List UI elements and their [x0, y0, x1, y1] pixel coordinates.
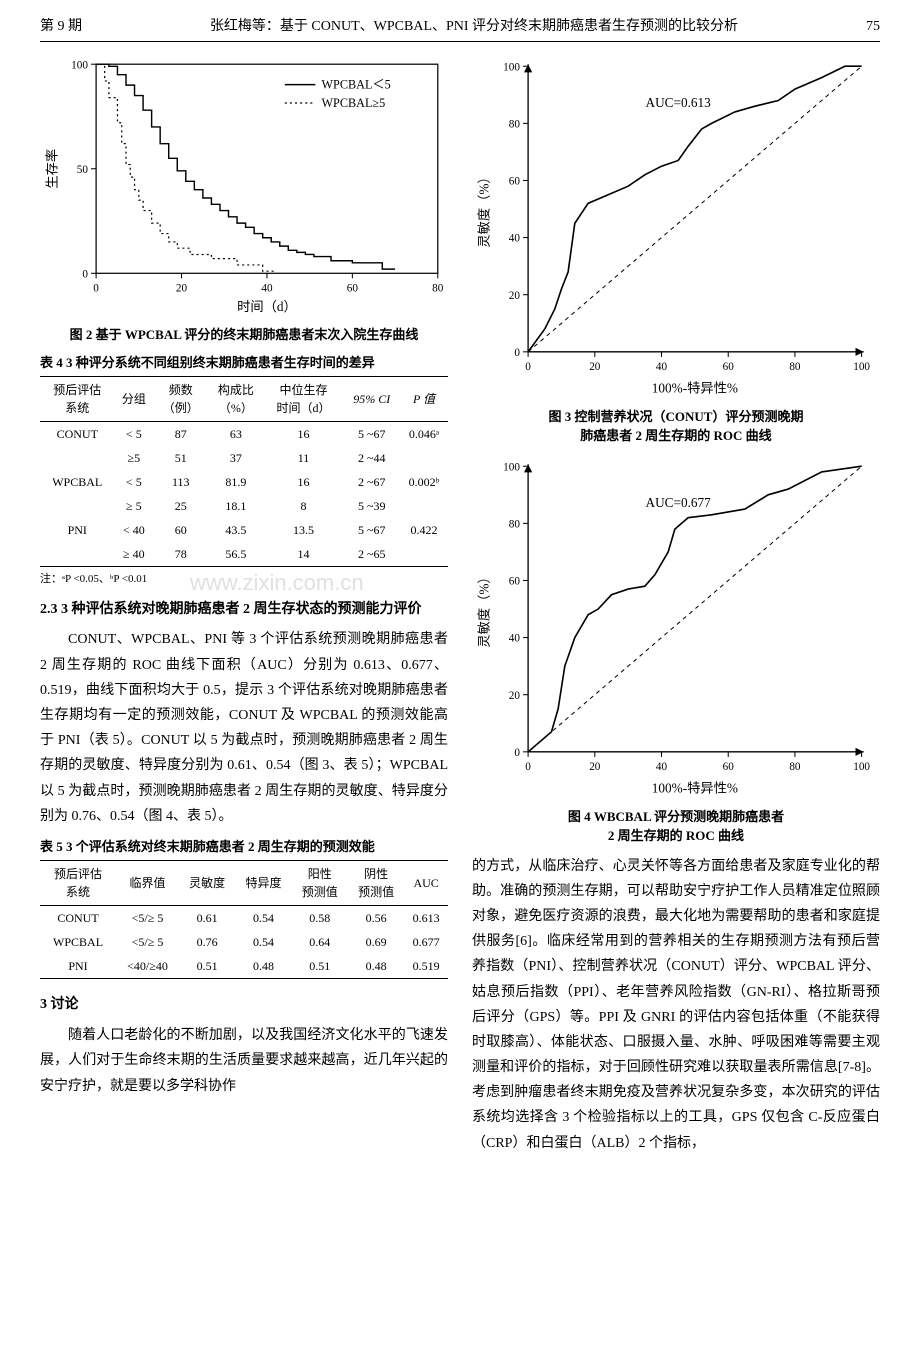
table-row: ≥ 52518.185 ~39	[40, 494, 448, 518]
table-row: PNI< 406043.513.55 ~670.422	[40, 518, 448, 542]
svg-text:60: 60	[347, 283, 359, 295]
table5-col3: 灵敏度	[179, 861, 235, 906]
svg-text:60: 60	[509, 575, 521, 587]
fig2-caption: 图 2 基于 WPCBAL 评分的终末期肺癌患者末次入院生存曲线	[40, 325, 448, 345]
table5-caption: 表 5 3 个评估系统对终末期肺癌患者 2 周生存期的预测效能	[40, 837, 448, 857]
svg-text:60: 60	[509, 176, 521, 188]
svg-text:0: 0	[514, 347, 520, 359]
table5-col2: 临界值	[116, 861, 179, 906]
table4-col6: 95% CI	[344, 377, 401, 422]
page-number: 75	[866, 16, 880, 37]
table-row: CONUT<5/≥ 50.610.540.580.560.613	[40, 906, 448, 931]
section-3-heading: 3 讨论	[40, 993, 448, 1017]
svg-text:100: 100	[503, 461, 520, 473]
svg-text:生存率: 生存率	[43, 149, 59, 189]
svg-text:80: 80	[432, 283, 444, 295]
table5-col5: 阳性预测值	[292, 861, 348, 906]
svg-text:100: 100	[853, 761, 870, 773]
svg-text:100: 100	[853, 361, 870, 373]
svg-text:0: 0	[82, 268, 88, 280]
svg-text:60: 60	[723, 761, 735, 773]
table5-col4: 特异度	[235, 861, 291, 906]
running-title: 张红梅等：基于 CONUT、WPCBAL、PNI 评分对终末期肺癌患者生存预测的…	[210, 16, 738, 37]
svg-text:0: 0	[514, 747, 520, 759]
section-2-3-heading: 2.3 3 种评估系统对晚期肺癌患者 2 周生存状态的预测能力评价	[40, 598, 448, 622]
svg-text:20: 20	[509, 290, 521, 302]
svg-text:灵敏度（%）: 灵敏度（%）	[476, 170, 491, 247]
svg-text:WPCBAL≥5: WPCBAL≥5	[322, 96, 386, 110]
svg-text:80: 80	[509, 518, 521, 530]
table-row: PNI<40/≥400.510.480.510.480.519	[40, 954, 448, 979]
fig4-caption: 图 4 WBCBAL 评分预测晚期肺癌患者 2 周生存期的 ROC 曲线	[472, 807, 880, 846]
svg-text:20: 20	[589, 361, 601, 373]
svg-text:AUC=0.677: AUC=0.677	[646, 495, 712, 510]
table-row: WPCBAL< 511381.9162 ~670.002ᵇ	[40, 470, 448, 494]
table-row: ≥55137112 ~44	[40, 446, 448, 470]
fig2-survival-chart: 0 20 40 60 80 0 50 100 时间（d） 生存率 WPCBAL＜5 WPCBAL≥5	[40, 54, 448, 319]
svg-text:100: 100	[503, 61, 520, 73]
fig4-roc-chart: 0 20 40 60 80 100 0 20 40 60 80 100 AUC=0.677 100%-特异…	[472, 454, 880, 801]
table5-col1: 预后评估系统	[40, 861, 116, 906]
table4-footnote: 注：ᵃP <0.05、ᵇP <0.01	[40, 571, 448, 588]
svg-text:20: 20	[176, 283, 188, 295]
svg-text:AUC=0.613: AUC=0.613	[646, 95, 712, 110]
svg-text:WPCBAL＜5: WPCBAL＜5	[322, 78, 391, 92]
table4-col3: 频数（例）	[153, 377, 208, 422]
svg-text:40: 40	[656, 761, 668, 773]
svg-text:100: 100	[71, 59, 88, 71]
svg-text:50: 50	[77, 164, 89, 176]
fig3-roc-chart: 0 20 40 60 80 100 0 20 40 60 80 100 AUC=0.613 100%-特异…	[472, 54, 880, 401]
left-column: 020406080050100时间（d）生存率WPCBAL＜5WPCBAL≥5 …	[40, 54, 448, 1158]
svg-text:80: 80	[509, 118, 521, 130]
section-3-para-right: 的方式，从临床治疗、心灵关怀等各方面给患者及家庭专业化的帮助。准确的预测生存期，…	[472, 854, 880, 1156]
table-row: WPCBAL<5/≥ 50.760.540.640.690.677	[40, 930, 448, 954]
table4-col5: 中位生存时间（d）	[264, 377, 344, 422]
svg-text:60: 60	[723, 361, 735, 373]
svg-text:时间（d）: 时间（d）	[237, 299, 297, 314]
svg-text:0: 0	[525, 361, 531, 373]
table-row: ≥ 407856.5142 ~65	[40, 542, 448, 567]
table-row: CONUT< 58763165 ~670.046ᵃ	[40, 422, 448, 447]
svg-text:80: 80	[789, 361, 801, 373]
table4: 预后评估系统 分组 频数（例） 构成比（%） 中位生存时间（d） 95% CI …	[40, 376, 448, 567]
table5-col6: 阴性预测值	[348, 861, 404, 906]
table4-col1: 预后评估系统	[40, 377, 115, 422]
issue-number: 第 9 期	[40, 16, 82, 37]
fig3-caption: 图 3 控制营养状况（CONUT）评分预测晚期 肺癌患者 2 周生存期的 ROC…	[472, 407, 880, 446]
svg-text:20: 20	[509, 690, 521, 702]
table4-col7: P 值	[400, 377, 448, 422]
table4-col2: 分组	[115, 377, 154, 422]
svg-text:0: 0	[525, 761, 531, 773]
section-3-para-left: 随着人口老龄化的不断加剧，以及我国经济文化水平的飞速发展，人们对于生命终末期的生…	[40, 1023, 448, 1099]
svg-text:40: 40	[261, 283, 273, 295]
svg-text:0: 0	[93, 283, 99, 295]
table4-col4: 构成比（%）	[208, 377, 263, 422]
svg-text:40: 40	[509, 233, 521, 245]
table5: 预后评估系统 临界值 灵敏度 特异度 阳性预测值 阴性预测值 AUC CONUT…	[40, 860, 448, 979]
svg-text:80: 80	[789, 761, 801, 773]
svg-text:40: 40	[509, 632, 521, 644]
svg-text:100%-特异性%: 100%-特异性%	[652, 381, 738, 396]
section-2-3-para: CONUT、WPCBAL、PNI 等 3 个评估系统预测晚期肺癌患者 2 周生存…	[40, 627, 448, 829]
table4-caption: 表 4 3 种评分系统不同组别终末期肺癌患者生存时间的差异	[40, 353, 448, 373]
table5-col7: AUC	[404, 861, 448, 906]
page-header: 第 9 期 张红梅等：基于 CONUT、WPCBAL、PNI 评分对终末期肺癌患…	[40, 16, 880, 42]
svg-text:40: 40	[656, 361, 668, 373]
svg-text:灵敏度（%）: 灵敏度（%）	[476, 570, 491, 647]
svg-text:100%-特异性%: 100%-特异性%	[652, 780, 738, 795]
right-column: 0 20 40 60 80 100 0 20 40 60 80 100 AUC=0.613 100%-特异…	[472, 54, 880, 1158]
svg-text:20: 20	[589, 761, 601, 773]
two-column-layout: 020406080050100时间（d）生存率WPCBAL＜5WPCBAL≥5 …	[40, 54, 880, 1158]
